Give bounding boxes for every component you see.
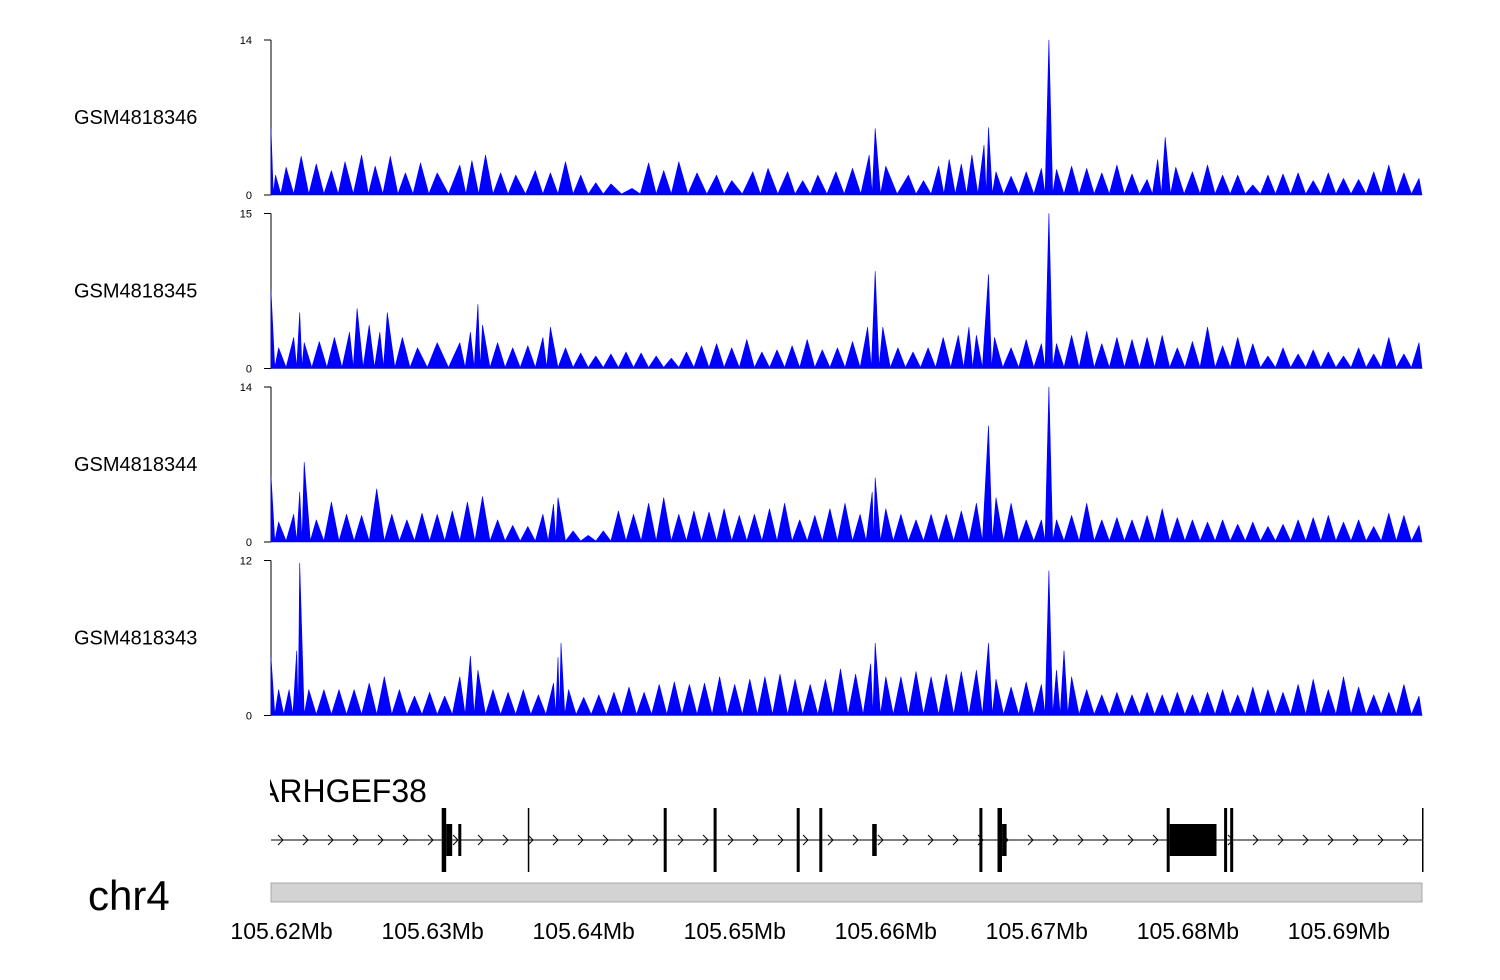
x-tick-label: 105.63Mb	[381, 918, 483, 944]
track-GSM4818344: GSM4818344 14 0	[74, 382, 1423, 549]
x-tick-label: 105.69Mb	[1288, 918, 1390, 944]
strand-arrow	[377, 834, 384, 846]
strand-arrow	[1077, 834, 1084, 846]
strand-arrow	[527, 834, 534, 846]
strand-arrow	[1027, 834, 1034, 846]
coverage-area	[270, 213, 1423, 369]
strand-arrow	[652, 834, 659, 846]
y-tick-label-min: 0	[246, 190, 252, 202]
track-name-label: GSM4818346	[74, 107, 197, 129]
strand-arrow	[802, 834, 809, 846]
strand-arrow	[1377, 834, 1384, 846]
strand-arrow	[827, 834, 834, 846]
strand-arrow	[552, 834, 559, 846]
gene-exon	[1166, 808, 1170, 872]
strand-arrow	[927, 834, 934, 846]
strand-arrow	[302, 834, 309, 846]
chromosome-label: chr4	[88, 872, 170, 919]
strand-arrow	[1127, 834, 1134, 846]
gene-exon	[713, 808, 717, 872]
strand-arrow	[677, 834, 684, 846]
gene-exon	[527, 808, 530, 872]
gene-exon	[1169, 824, 1217, 856]
gene-label-clip-mask	[0, 770, 270, 810]
track-name-label: GSM4818343	[74, 628, 197, 650]
gene-exon	[819, 808, 823, 872]
gene-exon	[1224, 808, 1228, 872]
chromosome-band	[270, 882, 1423, 903]
strand-arrow	[627, 834, 634, 846]
y-tick-label-max: 15	[240, 209, 252, 221]
gene-exon	[663, 808, 667, 872]
strand-arrow	[1052, 834, 1059, 846]
strand-arrow	[777, 834, 784, 846]
strand-arrow	[577, 834, 584, 846]
strand-arrow	[852, 834, 859, 846]
strand-arrow	[352, 834, 359, 846]
strand-arrow	[327, 834, 334, 846]
track-name-label: GSM4818345	[74, 281, 197, 303]
strand-arrow	[427, 834, 434, 846]
genome-axis: 105.62Mb 105.63Mb 105.64Mb 105.65Mb 105.66Mb…	[230, 918, 1390, 944]
track-GSM4818346: GSM4818346 14 0	[74, 35, 1423, 202]
strand-arrow	[702, 834, 709, 846]
strand-arrow	[402, 834, 409, 846]
strand-arrow	[1327, 834, 1334, 846]
x-tick-label: 105.67Mb	[986, 918, 1088, 944]
gene-exon	[441, 808, 447, 872]
strand-arrow	[1402, 834, 1409, 846]
strand-arrow	[877, 834, 884, 846]
y-tick-label-min: 0	[246, 711, 252, 723]
gene-annotation-track: ARHGEF38	[258, 773, 1424, 872]
strand-arrow	[727, 834, 734, 846]
strand-arrow	[952, 834, 959, 846]
y-tick-label-max: 12	[240, 556, 252, 568]
strand-arrow	[602, 834, 609, 846]
gene-exon	[1002, 824, 1007, 856]
track-GSM4818345: GSM4818345 15 0	[74, 209, 1423, 376]
x-tick-label: 105.65Mb	[684, 918, 786, 944]
gene-exon	[872, 824, 877, 856]
track-GSM4818343: GSM4818343 12 0	[74, 556, 1423, 723]
x-tick-label: 105.66Mb	[835, 918, 937, 944]
strand-arrow	[277, 834, 284, 846]
y-tick-label-max: 14	[240, 35, 252, 47]
y-tick-label-max: 14	[240, 382, 252, 394]
gene-exon	[446, 824, 453, 856]
gene-exon	[458, 824, 462, 856]
gene-exon	[1230, 808, 1234, 872]
coverage-tracks: GSM4818346140GSM4818345150GSM4818344140G…	[74, 35, 1423, 723]
y-tick-label-min: 0	[246, 537, 252, 549]
gene-exon	[1422, 808, 1424, 872]
strand-arrow	[1102, 834, 1109, 846]
strand-arrow	[1302, 834, 1309, 846]
gene-name-label: ARHGEF38	[258, 773, 427, 809]
strand-arrow	[452, 834, 459, 846]
gene-exon	[979, 808, 983, 872]
strand-arrow	[1277, 834, 1284, 846]
y-tick-label-min: 0	[246, 364, 252, 376]
x-tick-label: 105.64Mb	[533, 918, 635, 944]
strand-arrow	[902, 834, 909, 846]
strand-arrow	[1152, 834, 1159, 846]
strand-arrow	[752, 834, 759, 846]
ideogram-track: chr4	[88, 872, 1423, 919]
strand-arrow	[502, 834, 509, 846]
strand-arrow	[477, 834, 484, 846]
coverage-area	[270, 386, 1423, 543]
x-tick-label: 105.68Mb	[1137, 918, 1239, 944]
track-name-label: GSM4818344	[74, 454, 197, 476]
strand-arrow	[1252, 834, 1259, 846]
strand-arrow	[1352, 834, 1359, 846]
gene-exon	[796, 808, 800, 872]
gene-exon	[997, 808, 1002, 872]
x-tick-label: 105.62Mb	[230, 918, 332, 944]
coverage-area	[270, 39, 1423, 196]
coverage-area	[270, 562, 1423, 716]
